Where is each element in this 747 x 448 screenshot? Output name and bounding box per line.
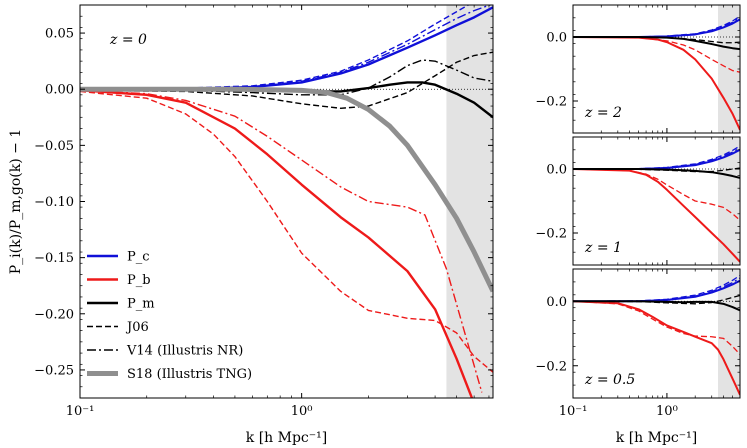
series-line-4	[80, 90, 493, 373]
panel-z1: −0.2 0.0 z = 1	[535, 136, 741, 266]
series-line-1	[573, 145, 740, 170]
panel-z05: −0.2 0.0 10⁻¹ 10⁰ z = 0.5 k [h Mpc⁻¹]	[535, 268, 741, 446]
legend-label-3: J06	[125, 320, 149, 335]
y-tick-label: −0.10	[34, 195, 74, 210]
series-line-2	[573, 147, 740, 170]
x-tick-label: 10⁻¹	[559, 404, 588, 419]
series-line-2	[573, 17, 740, 38]
redshift-label: z = 0.5	[584, 372, 635, 388]
redshift-label: z = 1	[584, 240, 622, 256]
series-line-4	[573, 168, 740, 221]
axes-frame	[79, 4, 494, 399]
x-tick-label: 10⁰	[291, 404, 313, 419]
y-tick-label: −0.2	[535, 359, 567, 374]
x-axis-label: k [h Mpc⁻¹]	[616, 430, 697, 446]
plot-area	[80, 5, 493, 398]
y-tick-label: 0.0	[546, 295, 567, 310]
plot-area	[573, 5, 740, 133]
legend: P_c P_b P_m J06 V14 (Illustris NR) S18 (Illus…	[87, 250, 252, 382]
redshift-label: z = 0	[109, 32, 147, 48]
series-line-7	[80, 51, 493, 109]
panel-main: −0.25 −0.20 −0.15 −0.10 −0.05 0.00 0.05 10⁻¹ 10⁰…	[8, 4, 494, 446]
plot-area	[573, 269, 740, 398]
y-tick-label: 0.05	[45, 27, 74, 42]
series-line-1	[573, 15, 740, 38]
panel-z2: −0.2 0.0 z = 2	[535, 4, 741, 134]
series-line-4	[573, 300, 740, 355]
y-tick-label: 0.0	[546, 31, 567, 46]
y-tick-label: −0.25	[34, 363, 74, 378]
series-line-3	[80, 89, 474, 398]
series-line-5	[80, 89, 483, 393]
series-line-4	[573, 36, 740, 73]
series-line-6	[573, 36, 740, 44]
series-line-8	[80, 59, 493, 96]
series-line-9	[80, 86, 493, 293]
shaded-region	[446, 5, 493, 398]
y-tick-label: 0.00	[45, 83, 74, 98]
legend-label-1: P_b	[127, 273, 151, 288]
series-line-6	[573, 167, 740, 173]
x-tick-label: 10⁰	[656, 404, 678, 419]
series-line-2	[80, 5, 492, 90]
x-axis-label: k [h Mpc⁻¹]	[246, 430, 327, 446]
legend-label-5: S18 (Illustris TNG)	[127, 367, 252, 382]
plot-area	[573, 137, 740, 265]
y-axis-label: P_i(k)/P_m,go(k) − 1	[8, 129, 24, 275]
legend-label-0: P_c	[127, 250, 150, 265]
y-tick-label: −0.2	[535, 227, 567, 242]
redshift-label: z = 2	[584, 105, 622, 121]
y-tick-label: 0.0	[546, 163, 567, 178]
y-tick-label: −0.05	[34, 139, 74, 154]
y-tick-label: −0.15	[34, 251, 74, 266]
series-line-0	[80, 6, 493, 91]
series-line-0	[573, 18, 740, 38]
legend-label-2: P_m	[127, 297, 155, 312]
series-line-3	[573, 300, 740, 396]
legend-label-4: V14 (Illustris NR)	[126, 344, 243, 359]
y-tick-label: −0.20	[34, 307, 74, 322]
x-tick-label: 10⁻¹	[66, 404, 95, 419]
series-line-1	[573, 274, 740, 302]
y-tick-label: −0.2	[535, 95, 567, 110]
series-line-2	[573, 277, 740, 302]
series-line-6	[573, 294, 740, 305]
